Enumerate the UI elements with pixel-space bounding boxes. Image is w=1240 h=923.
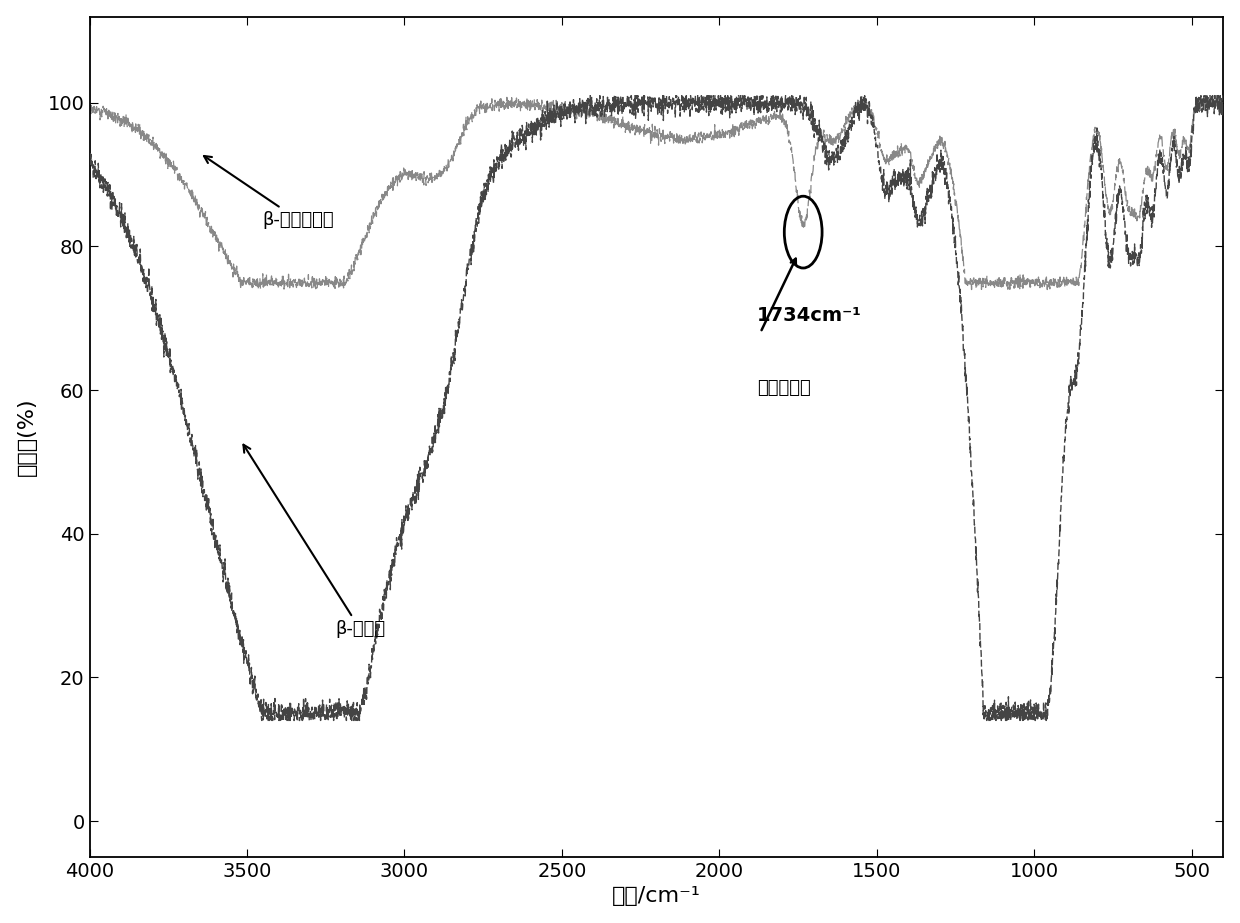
Text: 1734cm⁻¹: 1734cm⁻¹ [758,306,862,326]
Y-axis label: 透过率(%): 透过率(%) [16,398,37,476]
Text: 酶基特征峰: 酶基特征峰 [758,379,811,397]
Text: β-环糊精: β-环糊精 [243,445,386,639]
X-axis label: 波数/cm⁻¹: 波数/cm⁻¹ [613,886,701,906]
Text: β-环糊精多醇: β-环糊精多醇 [203,156,335,229]
